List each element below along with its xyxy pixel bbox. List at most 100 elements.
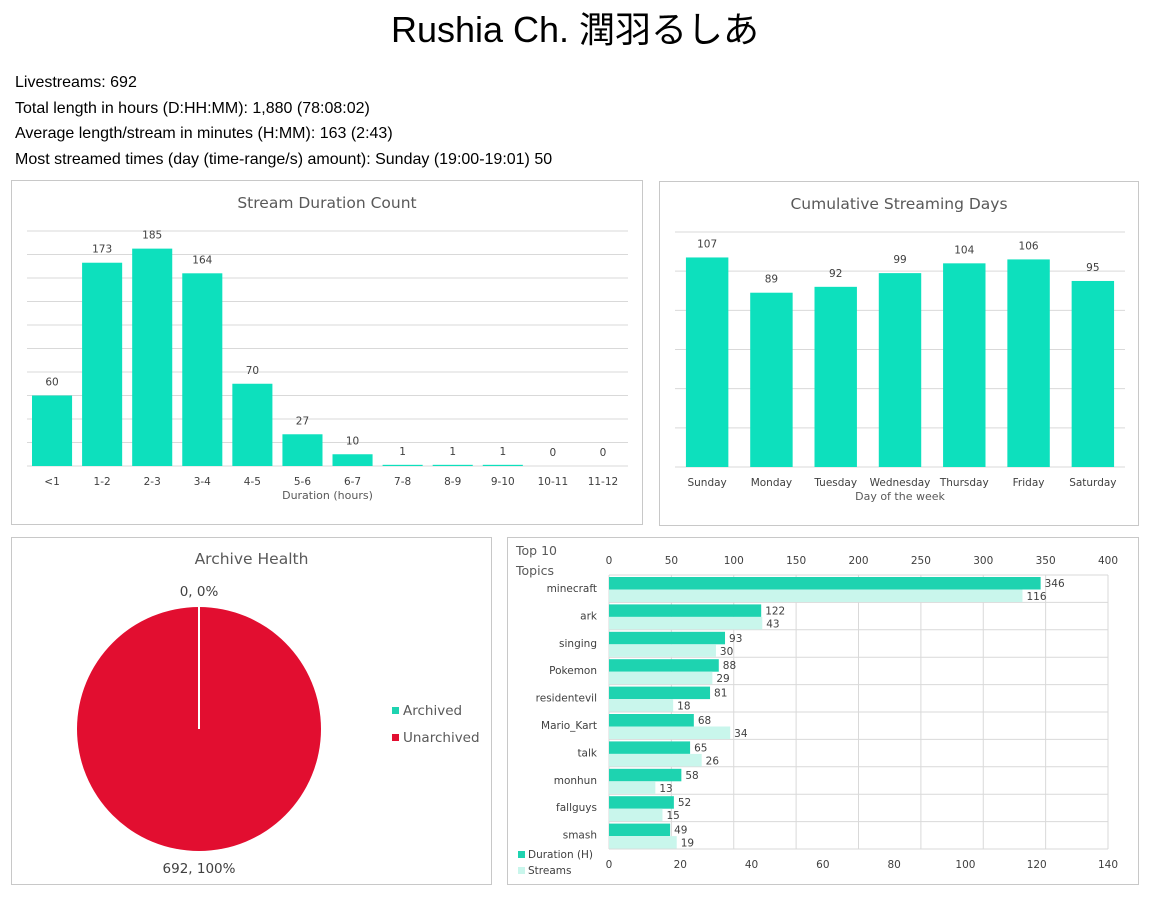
data-label: 19 [681,838,694,850]
x-tick-label: 3-4 [194,476,211,488]
top-axis-tick-label: 400 [1098,555,1118,567]
data-label: 88 [723,660,736,672]
bar-streams [609,644,716,657]
topics-chart-title: Top 10 Topics [516,543,557,578]
data-label: 104 [954,244,974,256]
bar-duration [609,796,674,809]
legend-swatch [518,867,525,874]
bar-streams [609,616,763,630]
top-axis-tick-label: 350 [1036,555,1056,567]
x-tick-label: 7-8 [394,476,411,488]
archive-chart-title: Archive Health [194,550,309,568]
legend-label: Streams [528,865,571,877]
data-label: 29 [716,673,729,685]
bar [82,262,123,466]
data-label: 15 [666,810,679,822]
data-label: 58 [685,770,698,782]
bar [132,248,173,466]
bottom-axis-tick-label: 120 [1027,859,1047,871]
bar [878,273,922,467]
bar [685,257,729,467]
page-title: Rushia Ch. 潤羽るしあ [390,9,760,50]
weekday-chart: 107 Sunday 89 Monday 92 Tuesday 99 Wednesday 104… [675,231,1125,503]
data-label: 173 [92,244,112,256]
category-label: fallguys [556,802,597,814]
stat-livestreams: Livestreams: 692 [15,74,137,91]
data-label: 49 [674,825,687,837]
bar-streams [609,781,656,794]
data-label: 95 [1086,262,1099,274]
data-label: 0, 0% [180,584,219,600]
bar [482,464,523,466]
x-tick-label: Tuesday [813,477,857,489]
x-tick-label: Thursday [939,477,989,489]
data-label: 52 [678,797,691,809]
legend-label: Duration (H) [528,849,593,861]
archive-chart-panel: Archive Health 0, 0% 692, 100% Archived Una… [11,537,492,885]
bar-streams [609,671,713,685]
bar-streams [609,753,702,767]
category-label: ark [580,610,598,622]
stat-total-length: Total length in hours (D:HH:MM): 1,880 (… [15,99,370,117]
x-tick-label: 5-6 [294,476,311,488]
weekday-chart-panel: Cumulative Streaming Days 107 Sunday 89 Mon… [659,181,1139,526]
legend-swatch [392,734,399,741]
bar-duration [609,714,694,727]
data-label: 92 [829,268,842,280]
top-axis-tick-label: 50 [665,555,678,567]
data-label: 106 [1019,240,1039,252]
bottom-axis-tick-label: 0 [606,859,613,871]
data-label: 26 [706,755,720,767]
bar [1007,259,1050,467]
top-axis-tick-label: 150 [786,555,806,567]
weekday-chart-title: Cumulative Streaming Days [790,195,1008,213]
x-tick-label: Monday [751,477,792,489]
data-label: 99 [893,254,906,266]
bottom-axis-tick-label: 80 [887,859,900,871]
bar-duration [609,604,762,617]
data-label: 164 [192,254,212,266]
topics-chart-panel: Top 10 Topics 0 50 100 150 200 250 300 350 400 0 2… [507,537,1139,885]
x-tick-label: Saturday [1069,477,1116,489]
bar [282,434,323,466]
bottom-axis-tick-label: 40 [745,859,758,871]
data-label: 68 [698,715,711,727]
x-tick-label: 8-9 [444,476,461,488]
data-label: 27 [296,415,309,427]
category-label: residentevil [536,693,597,705]
bar-duration [609,823,671,837]
data-label: 1 [449,446,456,458]
data-label: 1 [499,446,506,458]
bar-duration [609,686,711,700]
bar [943,263,986,467]
category-label: singing [559,638,597,650]
data-label: 116 [1026,591,1046,603]
bar-streams [609,589,1023,602]
bar-streams [609,726,731,739]
bar-streams [609,808,663,822]
x-tick-label: Sunday [687,477,726,489]
bar [1071,280,1115,467]
bar [382,464,423,466]
bar-duration [609,768,682,782]
x-axis-title: Day of the week [855,490,945,503]
bar-duration [609,659,719,672]
top-axis-tick-label: 0 [606,555,613,567]
data-label: 10 [346,435,359,447]
bar [814,286,857,467]
category-label: Pokemon [549,665,597,677]
x-tick-label: 4-5 [244,476,261,488]
duration-chart: 60<11731-21852-31643-4704-5275-6106-717-… [27,230,628,502]
legend-label: Unarchived [403,730,480,746]
legend-swatch [518,851,525,858]
data-label: 34 [734,728,748,740]
stat-most-streamed-times: Most streamed times (day (time-range/s) … [15,151,553,169]
top-axis-tick-label: 250 [911,555,931,567]
bar [432,464,473,466]
data-label: 13 [659,783,672,795]
category-label: monhun [554,775,597,787]
bar [750,292,793,467]
data-label: 0 [600,447,607,459]
bar [332,454,373,466]
category-label: smash [563,830,597,842]
